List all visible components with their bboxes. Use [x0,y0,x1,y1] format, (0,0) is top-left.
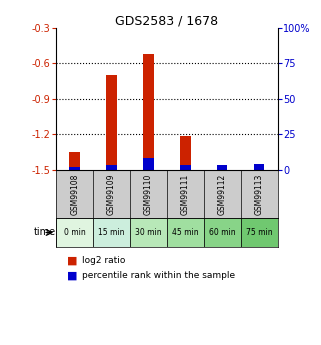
Bar [241,218,278,247]
Text: GSM99113: GSM99113 [255,174,264,215]
Bar [69,152,80,170]
Bar [217,165,228,170]
Text: GSM99112: GSM99112 [218,174,227,215]
Bar [180,165,191,170]
Text: ■: ■ [67,271,78,281]
Text: percentile rank within the sample: percentile rank within the sample [82,272,235,280]
Text: 45 min: 45 min [172,228,199,237]
Bar [180,137,191,170]
Bar [106,165,117,170]
Bar [93,218,130,247]
Text: time: time [34,227,56,237]
Text: GSM99110: GSM99110 [144,174,153,215]
Text: log2 ratio: log2 ratio [82,256,125,265]
Text: ■: ■ [67,256,78,265]
Bar [167,218,204,247]
Text: GSM99108: GSM99108 [70,174,79,215]
Text: 0 min: 0 min [64,228,85,237]
Text: 15 min: 15 min [98,228,125,237]
Title: GDS2583 / 1678: GDS2583 / 1678 [115,14,219,28]
Bar [254,165,265,170]
Text: GSM99109: GSM99109 [107,174,116,215]
Bar [254,164,265,170]
Bar [69,167,80,170]
Bar [143,158,154,170]
Bar [143,53,154,170]
Bar [56,218,93,247]
Text: 60 min: 60 min [209,228,236,237]
Text: 30 min: 30 min [135,228,162,237]
Bar [106,75,117,170]
Text: GSM99111: GSM99111 [181,174,190,215]
Bar [130,218,167,247]
Text: 75 min: 75 min [246,228,273,237]
Bar [217,165,228,170]
Bar [204,218,241,247]
